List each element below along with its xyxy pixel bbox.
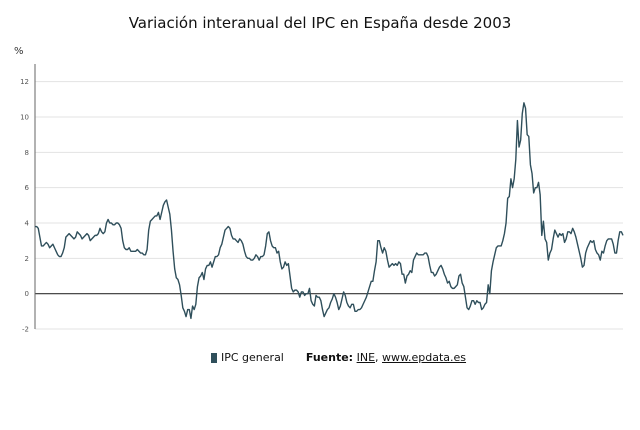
- series-line-ipc-general[interactable]: [35, 102, 624, 320]
- y-tick-label-2: 2: [25, 255, 29, 263]
- y-tick-label-12: 12: [20, 78, 29, 86]
- y-tick-label-8: 8: [25, 149, 29, 157]
- series-layer: [35, 102, 624, 320]
- gridlines: [35, 81, 623, 330]
- legend: IPC general Fuente: INE , www.epdata.es: [211, 351, 466, 364]
- legend-swatch-ipc-general: [211, 352, 217, 363]
- source-label: Fuente:: [305, 351, 354, 364]
- y-axis-ticks: -2 0 2 4 6 8 10 12: [20, 78, 29, 333]
- source-separator: ,: [375, 351, 379, 364]
- chart-title: Variación interanual del IPC en España d…: [128, 14, 512, 32]
- y-tick-label--2: -2: [22, 326, 29, 334]
- y-axis-unit-label: %: [14, 46, 24, 57]
- y-tick-label-10: 10: [20, 114, 29, 122]
- legend-label-ipc-general[interactable]: IPC general: [221, 351, 284, 364]
- y-tick-label-0: 0: [25, 290, 29, 298]
- source-link-ine[interactable]: INE: [356, 351, 376, 364]
- y-tick-label-6: 6: [25, 184, 30, 192]
- y-tick-label-4: 4: [25, 220, 30, 228]
- source-link-epdata[interactable]: www.epdata.es: [382, 351, 467, 364]
